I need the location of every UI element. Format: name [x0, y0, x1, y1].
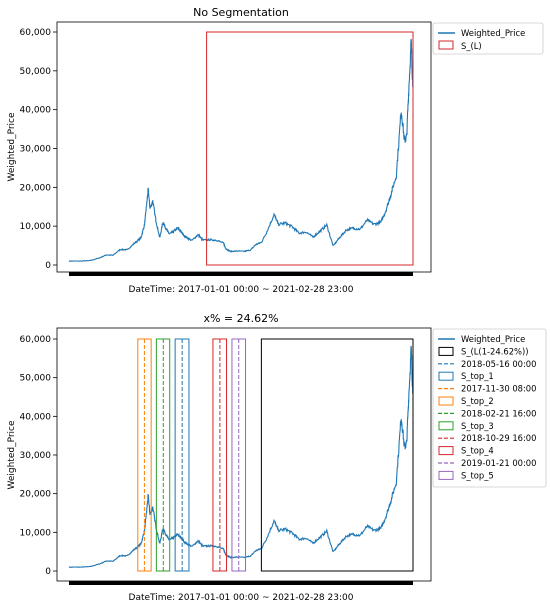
top-y-ticks: 0 10,000 20,000 30,000 40,000 50,000 60,000 — [20, 28, 57, 271]
y-tick-label: 0 — [45, 567, 51, 577]
legend-label: S_top_1 — [461, 371, 494, 381]
y-tick-label: 20,000 — [20, 490, 52, 500]
bottom-y-axis-label: Weighted_Price — [7, 420, 17, 490]
bottom-weighted-price-line — [68, 345, 414, 568]
bottom-chart: x% = 24.62% 0 10,000 20,000 30,000 40,000 50,… — [7, 312, 547, 603]
top-y-axis-label: Weighted_Price — [7, 112, 17, 182]
y-tick-label: 30,000 — [20, 145, 52, 155]
legend-label: 2017-11-30 08:00 — [461, 384, 536, 394]
top-legend: Weighted_Price S_(L) — [432, 22, 544, 55]
legend-label: 2018-10-29 16:00 — [461, 433, 536, 443]
top-legend-segment-label: S_(L) — [461, 41, 482, 51]
y-tick-label: 50,000 — [20, 67, 52, 77]
bottom-legend-frame — [432, 328, 547, 488]
y-tick-label: 60,000 — [20, 28, 52, 38]
x-tick-band — [69, 272, 413, 276]
bottom-x-ticks — [69, 581, 413, 585]
legend-swatch — [438, 470, 454, 480]
y-tick-label: 40,000 — [20, 106, 52, 116]
top-x-ticks — [69, 272, 413, 276]
y-tick-label: 40,000 — [20, 412, 52, 422]
bottom-segments — [137, 338, 414, 572]
legend-swatch — [438, 371, 454, 381]
y-tick-label: 30,000 — [20, 451, 52, 461]
legend-label: 2018-05-16 00:00 — [461, 359, 536, 369]
bottom-plot-frame — [56, 327, 432, 582]
segment-box-s-l-1-24-62- — [260, 338, 414, 572]
top-segments — [206, 31, 414, 266]
bottom-x-axis-label: DateTime: 2017-01-01 00:00 ~ 2021-02-28 … — [129, 593, 354, 603]
y-tick-label: 10,000 — [20, 222, 52, 232]
legend-label: Weighted_Price — [461, 334, 525, 344]
bottom-legend: Weighted_Price S_(L(1-24.62%)) 2018-05-16 … — [432, 328, 547, 488]
legend-label: S_top_3 — [461, 421, 494, 431]
y-tick-label: 60,000 — [20, 335, 52, 345]
bottom-y-ticks: 0 10,000 20,000 30,000 40,000 50,000 60,000 — [20, 335, 57, 577]
top-legend-price-label: Weighted_Price — [461, 28, 525, 38]
top-chart-title: No Segmentation — [193, 6, 289, 19]
legend-swatch — [438, 446, 454, 456]
legend-label: 2019-01-21 00:00 — [461, 458, 536, 468]
top-plot-frame — [56, 21, 432, 273]
legend-swatch — [438, 396, 454, 406]
top-legend-frame — [432, 22, 544, 55]
y-tick-label: 20,000 — [20, 183, 52, 193]
legend-swatch — [438, 346, 454, 356]
segment-box-s-l- — [206, 31, 414, 266]
y-tick-label: 50,000 — [20, 374, 52, 384]
bottom-chart-title: x% = 24.62% — [203, 312, 278, 325]
legend-label: S_top_2 — [461, 396, 494, 406]
y-tick-label: 10,000 — [20, 528, 52, 538]
top-x-axis-label: DateTime: 2017-01-01 00:00 ~ 2021-02-28 … — [129, 285, 354, 295]
x-tick-band — [69, 581, 413, 585]
top-legend-segment-swatch — [438, 40, 454, 50]
legend-label: S_top_4 — [461, 446, 494, 456]
y-tick-label: 0 — [45, 261, 51, 271]
top-chart: No Segmentation 0 10,000 20,000 30,000 40,00… — [7, 6, 544, 295]
legend-label: 2018-02-21 16:00 — [461, 408, 536, 418]
legend-label: S_(L(1-24.62%)) — [461, 346, 529, 356]
legend-label: S_top_5 — [461, 470, 494, 480]
top-weighted-price-line — [68, 38, 414, 262]
legend-swatch — [438, 421, 454, 431]
